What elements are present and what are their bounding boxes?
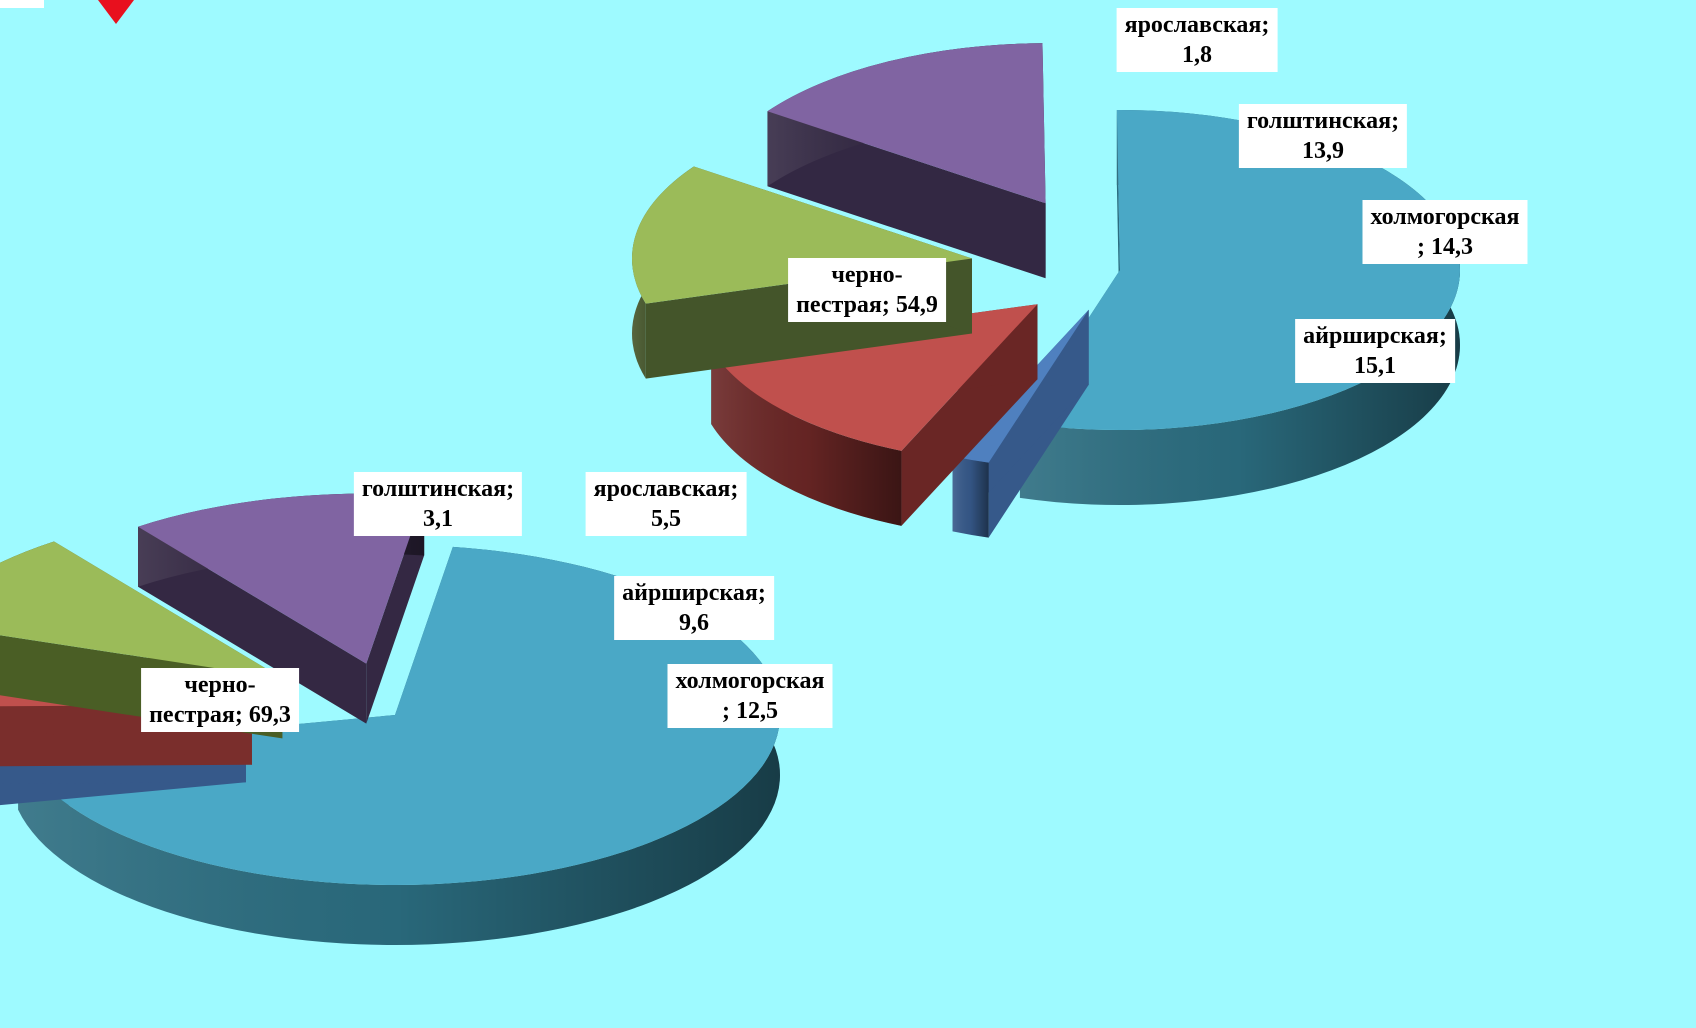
pie-slice-label-line: ярославская; — [593, 476, 739, 502]
pie-slice-label-line: ; 12,5 — [721, 698, 778, 724]
pie-slice-label-line: 13,9 — [1302, 138, 1344, 164]
pie-slice-label-line: 15,1 — [1354, 353, 1396, 379]
pie-slice-label: черно-пестрая; 69,3 — [141, 668, 299, 732]
pie-slice-label-line: 9,6 — [679, 610, 709, 636]
pie-slice-label-line: холмогорская — [675, 668, 825, 694]
pie-slice-label-line: пестрая; 69,3 — [149, 702, 291, 728]
pie-slice-label: айрширская; 15,1 — [1295, 319, 1455, 383]
corner-box — [0, 0, 44, 8]
pie-slice-label-line: голштинская; — [1246, 108, 1400, 134]
pie-slice — [767, 43, 1046, 204]
pie-slice-label: холмогорская ; 14,3 — [1362, 200, 1528, 264]
pie-slice-label-line: айрширская; — [622, 580, 766, 606]
pie-slice-label: холмогорская ; 12,5 — [667, 664, 833, 728]
pie-slice-label: голштинская; 3,1 — [353, 472, 523, 536]
pie-slice-label-line: голштинская; — [361, 476, 515, 502]
pie-slice-label-line: пестрая; 54,9 — [796, 292, 938, 318]
pie-slice-label-line: 1,8 — [1181, 42, 1212, 68]
pie-slice — [18, 546, 781, 886]
pie-chart-1 — [0, 493, 781, 946]
bullet-marker-icon — [98, 0, 134, 24]
pie-slice-group — [1019, 110, 1461, 505]
pie-slice-label: черно-пестрая; 54,9 — [788, 258, 946, 322]
pie-slice-label-line: 5,5 — [650, 506, 681, 532]
pie-slice-label: ярославская; 1,8 — [1116, 8, 1278, 72]
pie-slice-group — [767, 43, 1046, 279]
pie-slice-label-line: ярославская; — [1124, 12, 1270, 38]
pie-slice-label-line: 3,1 — [423, 506, 453, 532]
pie-slice-label: голштинская; 13,9 — [1238, 104, 1408, 168]
pie-slice-rim-shade — [711, 349, 902, 526]
pie-slice-rim-shade — [952, 456, 989, 538]
pie-slice-label: ярославская; 5,5 — [585, 472, 747, 536]
pie-slice-group — [138, 493, 425, 724]
pie-slice-side — [138, 526, 367, 724]
pie-slice-label-line: холмогорская — [1370, 204, 1520, 230]
pie-slice-label-line: ; 14,3 — [1416, 234, 1473, 260]
pie-slice-label-line: черно- — [184, 672, 256, 698]
pie-slice-side — [767, 111, 1046, 279]
pie-slice-label-line: айрширская; — [1303, 323, 1447, 349]
pie-slice-label: айрширская; 9,6 — [614, 576, 774, 640]
pie-slice — [138, 493, 425, 664]
pie-slice — [0, 541, 283, 679]
pie-slice-label-line: черно- — [831, 262, 903, 288]
